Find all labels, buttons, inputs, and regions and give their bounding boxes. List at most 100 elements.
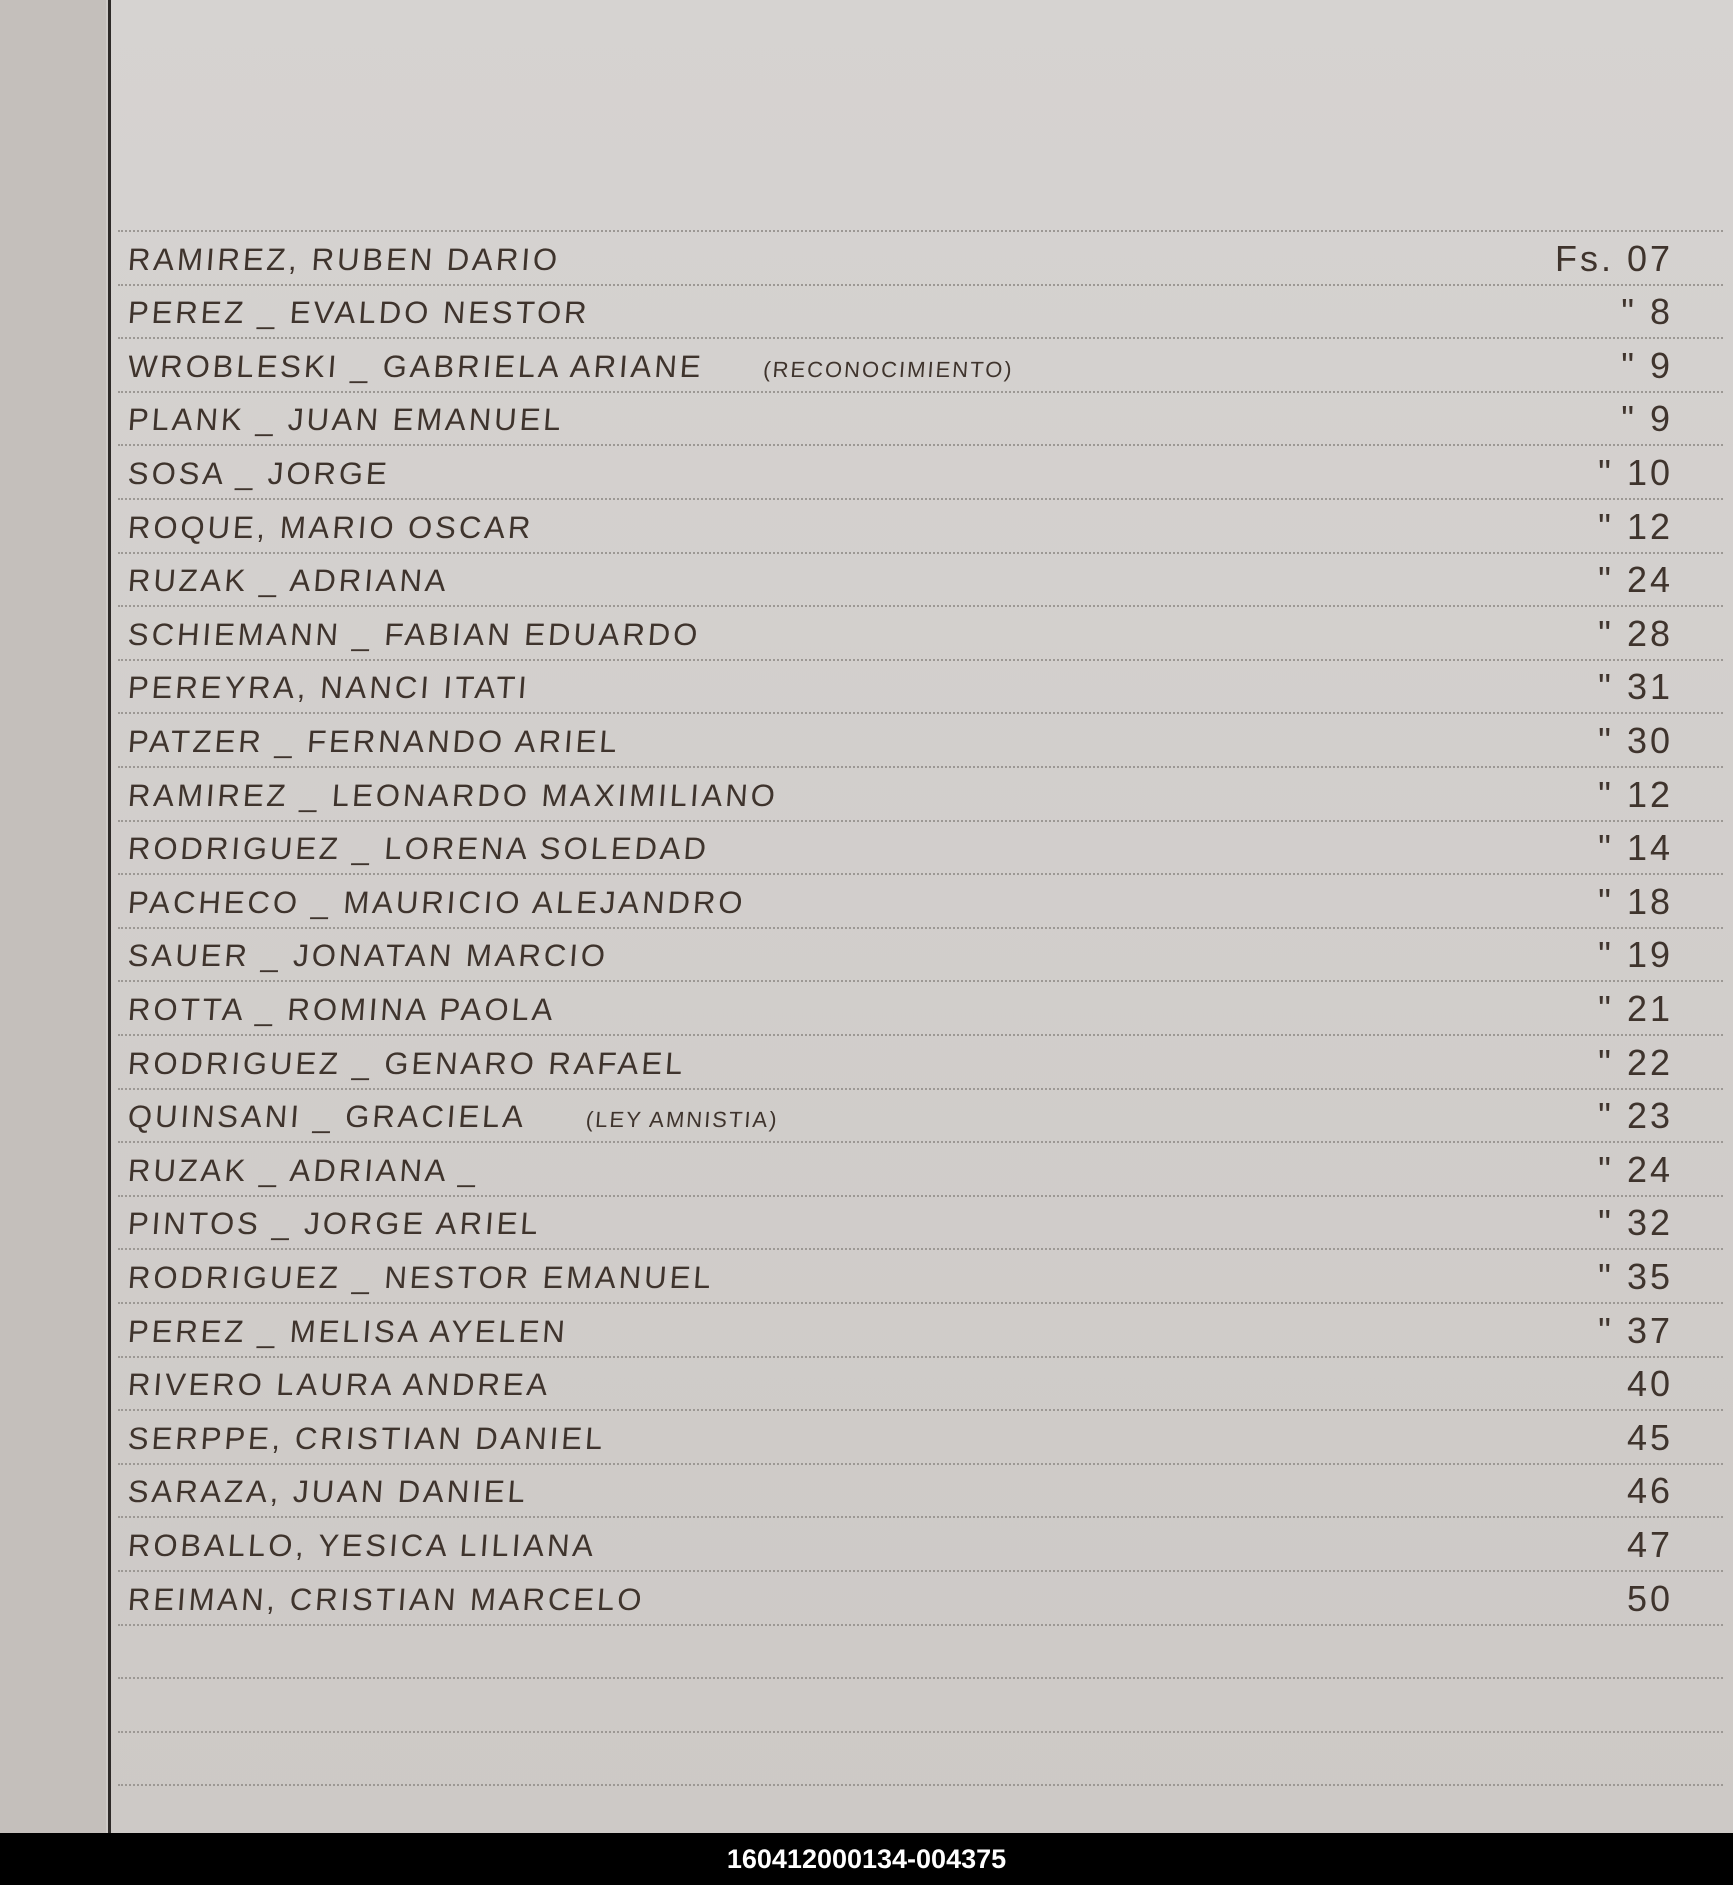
folio-number: " 21 [1598,988,1673,1029]
ruled-line [118,658,1723,661]
folio-number: " 18 [1598,880,1673,922]
ruled-line [118,1623,1723,1626]
name-text: RUZAK _ ADRIANA [126,563,450,599]
ruled-line [118,605,1723,608]
ruled-line [118,1034,1723,1036]
ledger-page [111,0,1733,1833]
folio-number: " 9 [1621,344,1673,386]
name-text: ROQUE, MARIO OSCAR [126,509,535,545]
ruled-line [118,283,1723,286]
list-item: SERPPE, CRISTIAN DANIEL 45 [126,1411,1673,1463]
list-item: QUINSANI _ GRACIELA (LEY AMNISTIA) " 23 [126,1089,1673,1141]
name-text: SERPPE, CRISTIAN DANIEL [126,1420,607,1456]
name-text: RODRIGUEZ _ GENARO RAFAEL [126,1045,687,1081]
folio-number: " 32 [1598,1202,1673,1244]
ruled-line [118,1409,1723,1412]
name-text: ROBALLO, YESICA LILIANA [126,1528,598,1563]
person-name: PLANK _ JUAN EMANUEL [127,402,565,438]
person-name: REIMAN, CRISTIAN MARCELO [127,1582,646,1618]
ruled-line [118,1355,1723,1358]
ruled-line [118,551,1723,554]
list-item: ROBALLO, YESICA LILIANA 47 [127,1518,1673,1570]
list-item: WROBLESKI _ GABRIELA ARIANE (RECONOCIMIEN… [127,339,1673,391]
folio-number: " 22 [1598,1041,1673,1083]
name-text: PACHECO _ MAURICIO ALEJANDRO [126,884,747,920]
name-text: RIVERO LAURA ANDREA [126,1367,552,1403]
name-text: PEREZ _ MELISA AYELEN [126,1313,570,1349]
folio-number: " 31 [1598,666,1673,708]
name-text: RAMIREZ _ LEONARDO MAXIMILIANO [126,777,780,813]
person-name: RIVERO LAURA ANDREA [127,1367,552,1403]
list-item: SAUER _ JONATAN MARCIO " 19 [127,928,1673,980]
name-text: RODRIGUEZ _ NESTOR EMANUEL [126,1260,715,1295]
ruled-line [118,230,1723,232]
person-name: PEREZ _ EVALDO NESTOR [127,295,591,331]
person-name: PACHECO _ MAURICIO ALEJANDRO [127,885,747,921]
folio-number: " 19 [1598,934,1673,976]
name-text: RUZAK _ ADRIANA _ [126,1152,481,1188]
name-text: SOSA _ JORGE [126,456,391,491]
entry-note: (LEY AMNISTIA) [585,1107,780,1133]
folio-number: " 24 [1598,1148,1673,1190]
list-item: ROTTA _ ROMINA PAOLA " 21 [127,982,1673,1034]
folio-number: " 30 [1598,720,1673,761]
ruled-line [118,1248,1723,1251]
name-text: WROBLESKI _ GABRIELA ARIANE [126,348,705,384]
person-name: RUZAK _ ADRIANA _ [127,1153,480,1189]
list-item: PEREZ _ EVALDO NESTOR " 8 [127,285,1673,337]
folio-number: " 12 [1598,773,1673,815]
list-item: RAMIREZ, RUBEN DARIO Fs. 07 [126,232,1673,284]
ruled-line [118,1516,1723,1519]
list-item: ROQUE, MARIO OSCAR " 12 [126,500,1673,552]
ruled-line [118,1677,1723,1680]
person-name: ROTTA _ ROMINA PAOLA [127,992,557,1028]
ruled-line [118,712,1723,715]
folio-number: " 14 [1598,827,1673,869]
folio-number: " 9 [1621,398,1673,440]
folio-number: 50 [1626,1577,1673,1619]
list-item: RAMIREZ _ LEONARDO MAXIMILIANO " 12 [126,768,1673,820]
folio-number: 46 [1626,1470,1673,1512]
folio-number: " 23 [1598,1095,1673,1137]
folio-number: " 24 [1598,559,1673,601]
ruled-line [118,1730,1723,1733]
person-name: SCHIEMANN _ FABIAN EDUARDO [127,617,702,653]
name-text: ROTTA _ ROMINA PAOLA [126,992,557,1027]
list-item: RUZAK _ ADRIANA " 24 [127,553,1673,605]
ruled-line [118,926,1723,929]
folio-number: " 10 [1598,452,1673,493]
name-text: QUINSANI _ GRACIELA [126,1099,528,1135]
name-text: RAMIREZ, RUBEN DARIO [126,241,562,277]
list-item: PATZER _ FERNANDO ARIEL " 30 [127,714,1673,766]
list-item: PACHECO _ MAURICIO ALEJANDRO " 18 [127,875,1673,927]
entry-note: (RECONOCIMIENTO) [762,356,1015,382]
name-text: PEREZ _ EVALDO NESTOR [126,295,591,331]
person-name: PEREZ _ MELISA AYELEN [127,1314,569,1350]
name-text: SARAZA, JUAN DANIEL [126,1474,530,1510]
name-text: REIMAN, CRISTIAN MARCELO [126,1581,646,1617]
person-name: SAUER _ JONATAN MARCIO [127,938,609,974]
folio-number: Fs. 07 [1554,237,1673,279]
list-item: SARAZA, JUAN DANIEL 46 [126,1464,1673,1516]
person-name: RAMIREZ, RUBEN DARIO [126,241,562,278]
person-name: RODRIGUEZ _ NESTOR EMANUEL [127,1260,715,1296]
ruled-line [118,444,1723,447]
folio-number: 45 [1626,1416,1673,1458]
person-name: WROBLESKI _ GABRIELA ARIANE (RECONOCIMIEN… [127,349,1015,385]
folio-number: " 8 [1621,291,1673,333]
list-item: PEREZ _ MELISA AYELEN " 37 [127,1304,1673,1356]
ruled-line [118,498,1723,500]
list-item: RODRIGUEZ _ GENARO RAFAEL " 22 [126,1036,1673,1088]
list-item: SOSA _ JORGE " 10 [127,446,1673,498]
list-item: RODRIGUEZ _ LORENA SOLEDAD " 14 [127,821,1673,873]
person-name: SOSA _ JORGE [127,456,391,492]
list-item: PLANK _ JUAN EMANUEL " 9 [127,392,1673,444]
ruled-line [118,337,1723,340]
document-id-footer: 160412000134-004375 [0,1833,1733,1885]
folio-number: 40 [1626,1363,1673,1405]
person-name: ROBALLO, YESICA LILIANA [127,1528,598,1564]
folio-number: " 37 [1598,1309,1673,1351]
name-text: PINTOS _ JORGE ARIEL [126,1206,542,1242]
person-name: RUZAK _ ADRIANA [127,563,450,599]
ruled-line [118,1302,1723,1304]
